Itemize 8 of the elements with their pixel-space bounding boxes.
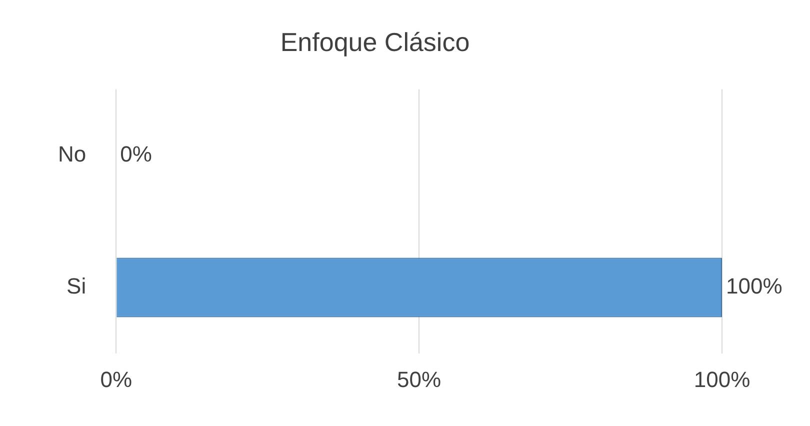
y-tick-label: No (58, 141, 86, 166)
x-tick-label: 100% (694, 366, 750, 392)
data-label: 0% (120, 141, 152, 166)
data-label: 100% (726, 274, 782, 299)
x-tick-label: 50% (397, 366, 442, 392)
x-tick-label: 0% (100, 366, 132, 392)
chart-title: Enfoque Clásico (280, 26, 470, 57)
y-tick-label: Si (66, 274, 86, 299)
